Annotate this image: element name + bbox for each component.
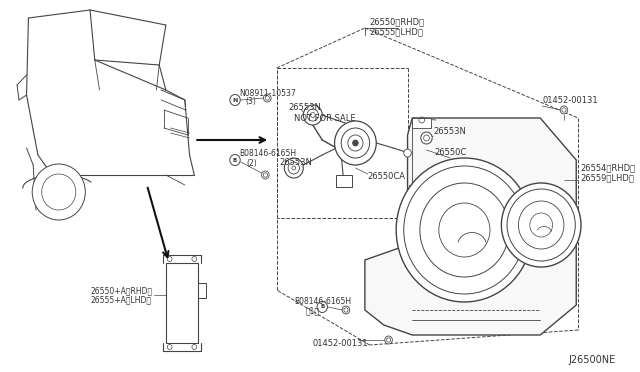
Text: 26550C: 26550C	[434, 148, 467, 157]
Circle shape	[560, 106, 568, 114]
Bar	[412, 118, 431, 128]
Circle shape	[421, 132, 432, 144]
Text: B08146-6165H: B08146-6165H	[294, 296, 351, 305]
Text: 26553N: 26553N	[433, 126, 466, 135]
Text: 26550（RHD）: 26550（RHD）	[370, 17, 425, 26]
Text: B: B	[320, 305, 324, 310]
Circle shape	[396, 158, 532, 302]
Circle shape	[284, 158, 303, 178]
Text: N: N	[232, 97, 237, 103]
Circle shape	[335, 121, 376, 165]
Text: 26554（RHD）: 26554（RHD）	[580, 164, 635, 173]
Circle shape	[353, 140, 358, 146]
Circle shape	[32, 164, 85, 220]
Text: J26500NE: J26500NE	[569, 355, 616, 365]
Circle shape	[317, 301, 328, 312]
Circle shape	[385, 336, 392, 344]
Circle shape	[501, 183, 581, 267]
Circle shape	[230, 154, 240, 166]
Circle shape	[342, 306, 349, 314]
Bar	[410, 185, 424, 195]
Text: 01452-00131: 01452-00131	[313, 340, 369, 349]
Circle shape	[404, 149, 412, 157]
Circle shape	[230, 94, 240, 106]
Text: B08146-6165H: B08146-6165H	[239, 148, 296, 157]
Text: （1）: （1）	[305, 307, 319, 315]
Text: 26553N: 26553N	[288, 103, 321, 112]
Text: 26555+A（LHD）: 26555+A（LHD）	[90, 295, 151, 305]
Text: 26550CA: 26550CA	[368, 171, 406, 180]
Circle shape	[303, 105, 323, 125]
Text: N08911-10537: N08911-10537	[239, 89, 296, 97]
Bar	[166, 263, 198, 343]
Text: (3): (3)	[246, 96, 257, 106]
Text: 01452-00131: 01452-00131	[542, 96, 598, 105]
Text: B: B	[233, 157, 237, 163]
Text: 26553N: 26553N	[280, 157, 312, 167]
Text: 26550+A（RHD）: 26550+A（RHD）	[90, 286, 152, 295]
Bar	[337, 175, 351, 187]
Circle shape	[262, 171, 269, 179]
Text: NOT FOR SALE: NOT FOR SALE	[294, 113, 355, 122]
Circle shape	[264, 94, 271, 102]
Text: (2): (2)	[246, 158, 257, 167]
Text: 26559（LHD）: 26559（LHD）	[580, 173, 634, 183]
Polygon shape	[365, 118, 576, 335]
Text: 26555（LHD）: 26555（LHD）	[370, 28, 424, 36]
